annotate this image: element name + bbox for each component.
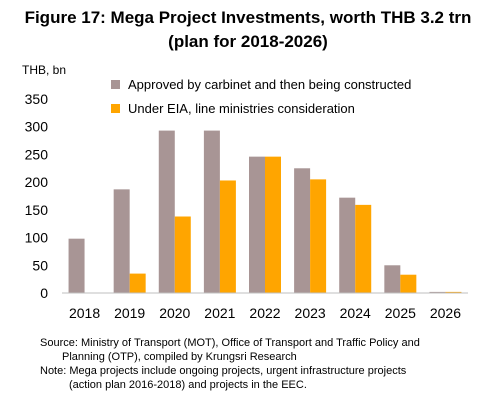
x-tick-label: 2026 — [430, 305, 461, 321]
x-tick-label: 2019 — [114, 305, 145, 321]
x-tick-label: 2024 — [340, 305, 371, 321]
bar-approved-2023 — [294, 168, 311, 293]
y-tick-label: 250 — [25, 146, 49, 162]
x-tick-label: 2021 — [204, 305, 235, 321]
note-line-1: Note: Mega projects include ongoing proj… — [40, 365, 407, 377]
bar-approved-2025 — [384, 265, 401, 293]
y-tick-label: 300 — [25, 119, 49, 135]
legend-swatch-eia — [111, 104, 120, 113]
y-axis-ticks: 0 50 100 150 200 250 300 350 — [25, 91, 49, 301]
source-line-2: Planning (OTP), compiled by Krungsri Res… — [62, 351, 297, 363]
x-tick-label: 2023 — [295, 305, 326, 321]
bars — [68, 130, 462, 293]
legend-item-approved: Approved by carbinet and then being cons… — [111, 77, 411, 92]
y-tick-label: 200 — [25, 174, 49, 190]
x-tick-label: 2025 — [385, 305, 416, 321]
bar-eia-2024 — [355, 204, 372, 293]
x-tick-label: 2018 — [69, 305, 100, 321]
bar-approved-2019 — [113, 189, 130, 293]
y-axis-label: THB, bn — [22, 63, 66, 77]
title-line-2: (plan for 2018-2026) — [168, 32, 328, 51]
x-axis-ticks: 2018 2019 2020 2021 2022 2023 2024 2025 2026 — [69, 305, 461, 321]
bar-eia-2023 — [310, 179, 327, 293]
bar-eia-2020 — [174, 216, 191, 293]
y-tick-label: 150 — [25, 202, 49, 218]
bar-eia-2025 — [400, 274, 417, 293]
bar-eia-2026 — [445, 291, 462, 293]
bar-approved-2026 — [429, 291, 446, 293]
y-tick-label: 50 — [32, 257, 48, 273]
bar-eia-2019 — [129, 273, 146, 293]
source-line-1: Source: Ministry of Transport (MOT), Off… — [40, 337, 420, 349]
bar-eia-2022 — [265, 156, 281, 293]
title-line-1: Figure 17: Mega Project Investments, wor… — [24, 8, 472, 27]
bar-approved-2018 — [68, 238, 85, 293]
legend-item-eia: Under EIA, line ministries consideration — [111, 101, 355, 116]
bar-approved-2022 — [249, 156, 265, 293]
y-tick-label: 0 — [40, 285, 48, 301]
y-tick-label: 100 — [25, 230, 49, 246]
chart-notes: Source: Ministry of Transport (MOT), Off… — [40, 336, 420, 392]
y-tick-label: 350 — [25, 91, 49, 107]
chart-title: Figure 17: Mega Project Investments, wor… — [0, 6, 496, 54]
bar-approved-2020 — [158, 130, 175, 293]
x-tick-label: 2020 — [159, 305, 190, 321]
legend-swatch-approved — [111, 80, 120, 89]
legend-label-approved: Approved by carbinet and then being cons… — [128, 77, 412, 92]
bar-eia-2021 — [219, 180, 236, 293]
legend-label-eia: Under EIA, line ministries consideration — [128, 101, 355, 116]
note-line-2: (action plan 2016-2018) and projects in … — [69, 379, 307, 391]
bar-approved-2024 — [339, 197, 356, 293]
bar-approved-2021 — [203, 130, 220, 293]
x-tick-label: 2022 — [249, 305, 280, 321]
